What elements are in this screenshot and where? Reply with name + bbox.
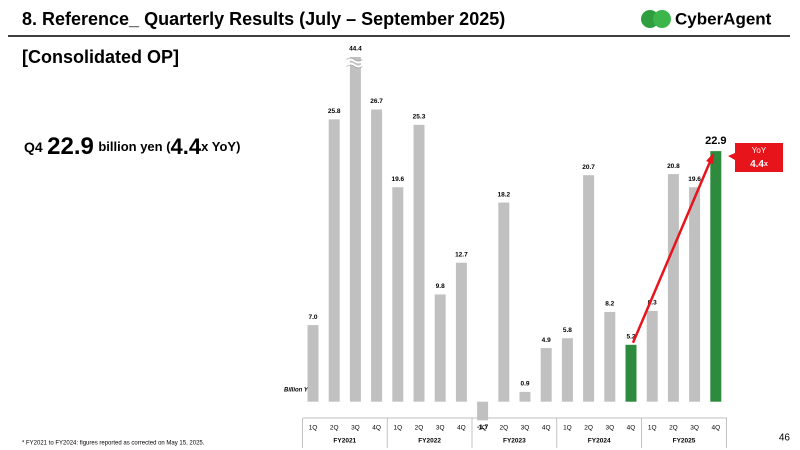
bar bbox=[646, 310, 658, 402]
value-label: 22.9 bbox=[705, 135, 726, 147]
x-tick-label: 3Q bbox=[351, 425, 360, 432]
bar bbox=[604, 311, 616, 402]
x-tick-label: 3Q bbox=[436, 425, 445, 432]
group-label: FY2024 bbox=[588, 438, 611, 445]
y-axis-label: Billion Yen bbox=[284, 388, 315, 394]
value-label: 5.8 bbox=[563, 327, 572, 334]
annotation-unit: x bbox=[764, 161, 768, 168]
value-label: 4.9 bbox=[542, 337, 551, 344]
headline-suffix: x YoY) bbox=[201, 139, 240, 154]
headline-prefix: Q4 bbox=[24, 139, 43, 155]
x-tick-label: 1Q bbox=[478, 425, 487, 432]
bar bbox=[392, 187, 404, 402]
value-label: 7.0 bbox=[308, 314, 317, 321]
x-tick-label: 2Q bbox=[330, 425, 339, 432]
bar bbox=[413, 124, 425, 402]
x-tick-label: 4Q bbox=[542, 425, 551, 432]
bar bbox=[561, 338, 573, 402]
bar bbox=[349, 57, 361, 402]
annotation-arrow bbox=[631, 154, 714, 344]
headline-ratio: 4.4 bbox=[171, 134, 202, 159]
logo-text: CyberAgent bbox=[675, 9, 772, 28]
bar bbox=[477, 401, 489, 421]
value-label: -1.7 bbox=[477, 424, 489, 431]
annotation-callout bbox=[728, 143, 783, 172]
slide-title: 8. Reference_ Quarterly Results (July – … bbox=[22, 9, 505, 29]
page-number: 46 bbox=[779, 433, 791, 444]
bar bbox=[540, 348, 552, 402]
x-tick-label: 3Q bbox=[521, 425, 530, 432]
headline: Q4 22.9 billion yen (4.4x YoY) bbox=[24, 133, 240, 160]
annotation-value: 4.4x bbox=[750, 159, 768, 170]
x-tick-label: 4Q bbox=[457, 425, 466, 432]
x-tick-label: 1Q bbox=[393, 425, 402, 432]
x-tick-label: 4Q bbox=[372, 425, 381, 432]
bar bbox=[689, 187, 701, 402]
x-tick-label: 1Q bbox=[309, 425, 318, 432]
bar-break-edge bbox=[346, 57, 363, 69]
bar bbox=[519, 391, 531, 402]
annotation-label: YoY bbox=[752, 146, 767, 155]
subtitle: [Consolidated OP] bbox=[22, 47, 179, 67]
value-label: 20.7 bbox=[582, 164, 595, 171]
annotation-arrowhead bbox=[706, 152, 714, 165]
x-tick-label: 2Q bbox=[669, 425, 678, 432]
x-tick-label: 1Q bbox=[648, 425, 657, 432]
x-tick-label: 2Q bbox=[415, 425, 424, 432]
x-tick-label: 4Q bbox=[627, 425, 636, 432]
value-label: 25.3 bbox=[413, 114, 426, 121]
bar bbox=[371, 109, 383, 402]
group-label: FY2021 bbox=[333, 438, 356, 445]
value-label: 25.8 bbox=[328, 108, 341, 115]
x-tick-label: 4Q bbox=[711, 425, 720, 432]
value-label: 9.8 bbox=[436, 283, 445, 290]
logo: CyberAgent bbox=[641, 9, 772, 28]
x-tick-label: 2Q bbox=[584, 425, 593, 432]
group-label: FY2025 bbox=[673, 438, 696, 445]
value-label: 8.2 bbox=[605, 301, 614, 308]
value-label: 8.3 bbox=[648, 300, 657, 307]
x-tick-label: 3Q bbox=[690, 425, 699, 432]
headline-value: 22.9 bbox=[47, 133, 94, 160]
value-label: 0.9 bbox=[520, 381, 529, 388]
bar bbox=[307, 325, 319, 402]
x-tick-label: 2Q bbox=[499, 425, 508, 432]
logo-icon bbox=[653, 10, 671, 28]
value-label: 19.6 bbox=[391, 176, 404, 183]
value-label: 44.4 bbox=[349, 46, 362, 53]
bar bbox=[710, 151, 722, 402]
value-label: 5.2 bbox=[626, 334, 635, 341]
bar-break bbox=[345, 58, 363, 68]
bar bbox=[434, 294, 446, 402]
value-label: 20.8 bbox=[667, 163, 680, 170]
group-label: FY2022 bbox=[418, 438, 441, 445]
group-label: FY2023 bbox=[503, 438, 526, 445]
x-tick-label: 3Q bbox=[605, 425, 614, 432]
bar bbox=[583, 175, 595, 402]
value-label: 26.7 bbox=[370, 98, 383, 105]
bar bbox=[625, 344, 637, 402]
x-tick-label: 1Q bbox=[563, 425, 572, 432]
value-label: 19.6 bbox=[688, 176, 701, 183]
bar bbox=[328, 119, 340, 402]
value-label: 18.2 bbox=[497, 191, 510, 198]
footnote: * FY2021 to FY2024: figures reported as … bbox=[22, 441, 205, 447]
value-label: 12.7 bbox=[455, 251, 468, 258]
bar bbox=[455, 262, 467, 402]
bar bbox=[498, 202, 510, 402]
bar bbox=[667, 174, 679, 402]
annotation-ratio: 4.4 bbox=[750, 159, 764, 170]
headline-unit: billion yen ( bbox=[98, 139, 171, 154]
